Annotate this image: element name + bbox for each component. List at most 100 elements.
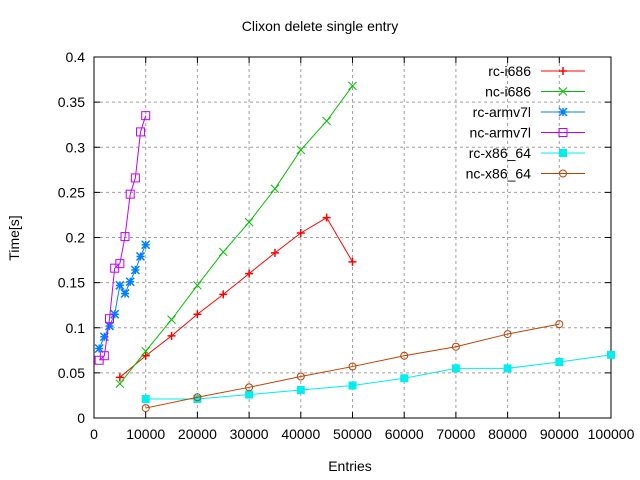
data-point-filled-square: [607, 350, 615, 359]
data-point-star: [94, 343, 104, 354]
y-tick-label: 0.1: [66, 320, 86, 336]
data-point-open-circle: [141, 404, 150, 413]
series-rc-x86_64: [141, 350, 615, 404]
x-axis-label: Entries: [328, 458, 372, 474]
y-tick-label: 0.05: [58, 365, 85, 381]
data-point-cross: [141, 346, 151, 356]
data-point-open-circle: [451, 342, 460, 351]
legend-label: rc-i686: [488, 63, 531, 79]
data-point-plus: [193, 310, 202, 319]
data-point-plus: [322, 213, 331, 222]
data-point-star: [558, 107, 568, 117]
x-tick-label: 60000: [385, 426, 424, 442]
data-point-filled-square: [245, 390, 254, 399]
series-line: [119, 85, 353, 385]
data-point-open-square: [99, 351, 109, 361]
series-nc-i686: [115, 81, 357, 389]
legend-label: nc-armv7l: [470, 125, 531, 141]
series-line: [145, 323, 560, 409]
data-point-open-circle: [503, 330, 512, 339]
data-point-plus: [559, 67, 567, 75]
data-point-open-circle: [348, 362, 357, 371]
series-nc-x86_64: [141, 320, 564, 413]
series-line: [98, 244, 147, 349]
legend-label: nc-x86_64: [466, 166, 532, 182]
data-point-open-square: [115, 259, 125, 269]
x-tick-label: 100000: [588, 426, 635, 442]
data-point-open-square: [141, 111, 151, 121]
legend-label: rc-armv7l: [473, 104, 531, 120]
data-point-open-square: [120, 232, 130, 242]
y-tick-label: 0.35: [58, 94, 85, 110]
series-line: [119, 216, 353, 378]
data-point-filled-square: [555, 358, 564, 367]
y-tick-label: 0.3: [66, 139, 86, 155]
data-point-plus: [167, 331, 176, 340]
data-point-open-square: [105, 314, 115, 324]
data-point-star: [110, 309, 120, 319]
data-point-star: [115, 280, 125, 290]
data-point-plus: [141, 351, 150, 360]
data-point-star: [99, 332, 109, 342]
data-point-cross: [167, 315, 176, 324]
y-tick-label: 0.4: [66, 49, 86, 65]
y-axis-label: Time[s]: [6, 215, 22, 260]
data-point-star: [141, 240, 151, 250]
plot-border: [93, 56, 612, 419]
series-line: [145, 354, 612, 400]
x-tick-label: 40000: [281, 426, 320, 442]
series-rc-i686: [115, 213, 357, 382]
legend-label: nc-i686: [485, 84, 531, 100]
x-tick-label: 0: [90, 426, 98, 442]
legend-label: rc-x86_64: [469, 145, 531, 161]
data-point-filled-square: [348, 381, 357, 390]
data-point-plus: [219, 290, 228, 299]
x-tick-label: 10000: [126, 426, 165, 442]
data-point-open-circle: [559, 169, 567, 178]
series-rc-armv7l: [94, 240, 151, 354]
data-point-plus: [270, 248, 279, 257]
data-point-star: [125, 277, 135, 287]
data-point-cross: [115, 379, 125, 389]
x-tick-label: 70000: [436, 426, 475, 442]
grid: [94, 57, 611, 418]
data-point-open-circle: [193, 393, 202, 402]
data-point-open-circle: [296, 372, 305, 381]
chart-title: Clixon delete single entry: [242, 18, 398, 34]
data-point-plus: [348, 257, 357, 266]
data-point-filled-square: [193, 395, 202, 404]
x-tick-label: 30000: [230, 426, 269, 442]
data-point-open-circle: [555, 320, 564, 329]
data-point-star: [104, 321, 115, 331]
data-point-filled-square: [451, 364, 460, 373]
y-tick-label: 0.2: [66, 230, 86, 246]
x-tick-label: 90000: [540, 426, 579, 442]
data-point-cross: [193, 280, 202, 290]
y-tick-label: 0: [77, 410, 85, 426]
data-point-filled-square: [400, 374, 409, 383]
x-tick-label: 80000: [488, 426, 527, 442]
data-point-cross: [244, 217, 254, 227]
data-point-plus: [245, 269, 254, 278]
series-group: [94, 81, 615, 413]
series-line: [98, 115, 147, 361]
legend: rc-i686 nc-i686 rc-armv7l nc-armv7l rc-x86_6…: [466, 63, 585, 182]
data-point-star: [135, 251, 146, 261]
data-point-open-square: [136, 127, 146, 137]
data-point-star: [120, 288, 130, 298]
data-point-cross: [558, 87, 568, 96]
data-point-filled-square: [503, 364, 512, 373]
data-point-filled-square: [559, 149, 567, 157]
data-point-filled-square: [296, 386, 305, 395]
x-tick-label: 50000: [333, 426, 372, 442]
axes: 0 10000 20000 30000 40000 50000 60000 70000 8000…: [58, 49, 635, 442]
data-point-open-square: [558, 128, 568, 137]
data-point-plus: [115, 373, 124, 382]
y-tick-label: 0.25: [58, 184, 85, 200]
data-point-open-square: [130, 173, 140, 183]
x-tick-label: 20000: [178, 426, 217, 442]
data-point-open-circle: [400, 351, 409, 360]
data-point-open-square: [110, 263, 120, 273]
data-point-open-circle: [245, 383, 254, 392]
